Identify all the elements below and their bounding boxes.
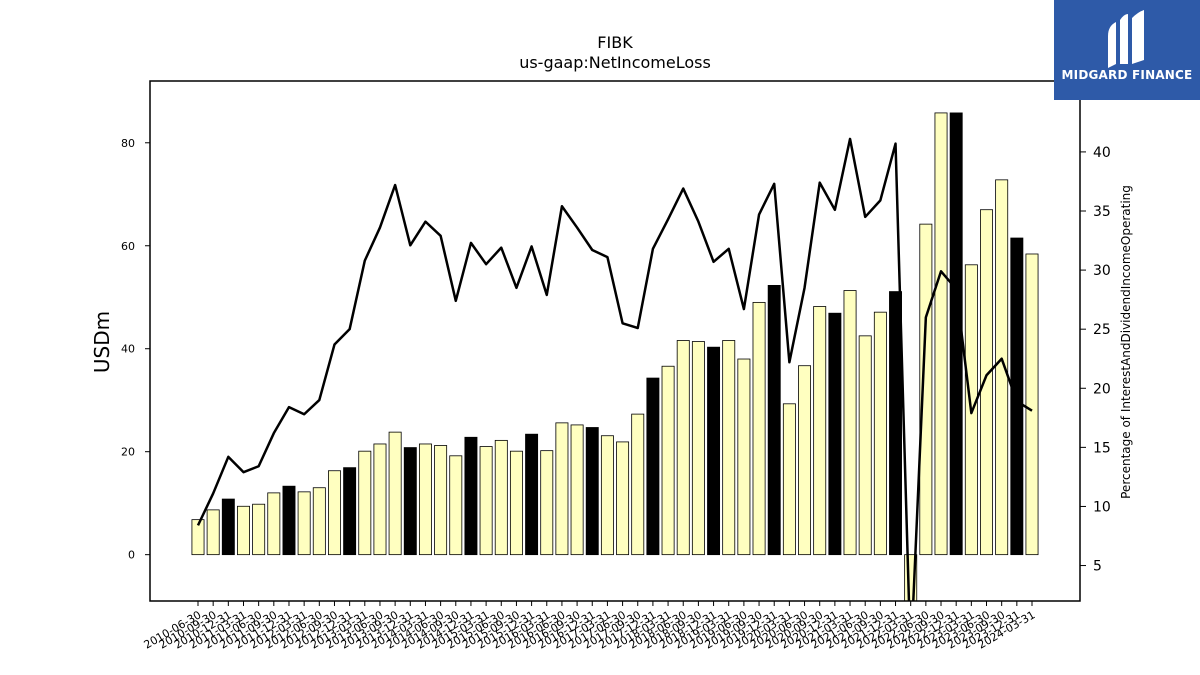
y-right-tick-label: 15: [1093, 440, 1111, 456]
bar: [843, 290, 857, 556]
bar: [676, 340, 690, 556]
line-series: [196, 137, 1033, 601]
bar: [434, 445, 448, 556]
bar: [934, 112, 948, 556]
bar: [494, 439, 508, 556]
bar: [873, 311, 887, 556]
y-tick-label: 0: [128, 549, 135, 562]
bar: [343, 467, 357, 556]
bar: [889, 291, 902, 556]
bar: [312, 487, 326, 556]
y-tick-label: 80: [121, 137, 135, 150]
bar: [980, 209, 993, 556]
bar: [388, 431, 402, 556]
bar: [418, 443, 432, 556]
bar: [282, 485, 296, 556]
y-right-tick-label: 10: [1093, 499, 1111, 515]
bar: [540, 450, 554, 556]
bar: [858, 335, 872, 556]
y-axis-right: 5 10 15 20 25 30 35 40: [1080, 145, 1111, 575]
series-line: [196, 137, 1033, 601]
chart-subtitle: us-gaap:NetIncomeLoss: [519, 53, 711, 72]
bar: [252, 503, 266, 556]
bar: [798, 365, 812, 556]
bar: [813, 306, 827, 556]
bar: [737, 358, 751, 556]
bar: [707, 346, 721, 556]
bar: [449, 455, 463, 556]
y-axis-left: 0 20 40 60 80: [121, 137, 150, 562]
bar: [600, 435, 614, 556]
y-right-tick-label: 30: [1093, 263, 1111, 279]
y-right-tick-label: 5: [1093, 559, 1102, 575]
bar: [691, 341, 705, 556]
bar: [464, 436, 478, 556]
y-tick-label: 60: [121, 240, 135, 253]
bar: [631, 413, 645, 556]
y-right-tick-label: 25: [1093, 322, 1111, 338]
bar: [661, 365, 675, 556]
y-tick-label: 20: [121, 446, 135, 459]
bar: [570, 424, 584, 556]
bar: [509, 450, 523, 556]
bar: [1025, 253, 1039, 556]
bar: [555, 422, 569, 556]
bar: [358, 450, 372, 556]
bar: [782, 403, 796, 556]
bar: [995, 179, 1009, 556]
bar: [525, 433, 539, 556]
logo-text: MIDGARD FINANCE: [1061, 68, 1193, 82]
y-axis-label: USDm: [90, 311, 114, 373]
bar: [752, 301, 766, 556]
bar: [616, 441, 630, 556]
y-right-tick-label: 20: [1093, 381, 1111, 397]
logo-mark-icon: [1108, 10, 1144, 68]
chart-title: FIBK: [597, 33, 633, 52]
y-axis-right-label: Percentage of InterestAndDividendIncomeO…: [1119, 185, 1133, 499]
bar: [267, 492, 281, 556]
bar: [237, 505, 250, 556]
y-tick-label: 40: [121, 343, 135, 356]
bar: [403, 447, 417, 556]
bar: [646, 377, 660, 556]
bar: [191, 519, 205, 556]
bar: [373, 443, 387, 556]
bar: [585, 427, 599, 556]
bar: [297, 491, 311, 556]
bar: [1010, 237, 1024, 556]
bar: [221, 498, 235, 556]
company-logo: MIDGARD FINANCE: [1054, 0, 1200, 100]
bar: [206, 509, 220, 556]
bar: [722, 340, 736, 556]
y-right-tick-label: 40: [1093, 145, 1111, 161]
bar: [828, 312, 842, 556]
y-right-tick-label: 35: [1093, 204, 1111, 220]
bar: [328, 470, 341, 556]
bar: [479, 446, 493, 556]
bar: [767, 284, 781, 556]
x-axis: 2010-06-302010-09-302010-12-312011-03-31…: [142, 601, 1038, 652]
plot-frame: [149, 80, 1081, 602]
bar-series: [191, 112, 1039, 601]
